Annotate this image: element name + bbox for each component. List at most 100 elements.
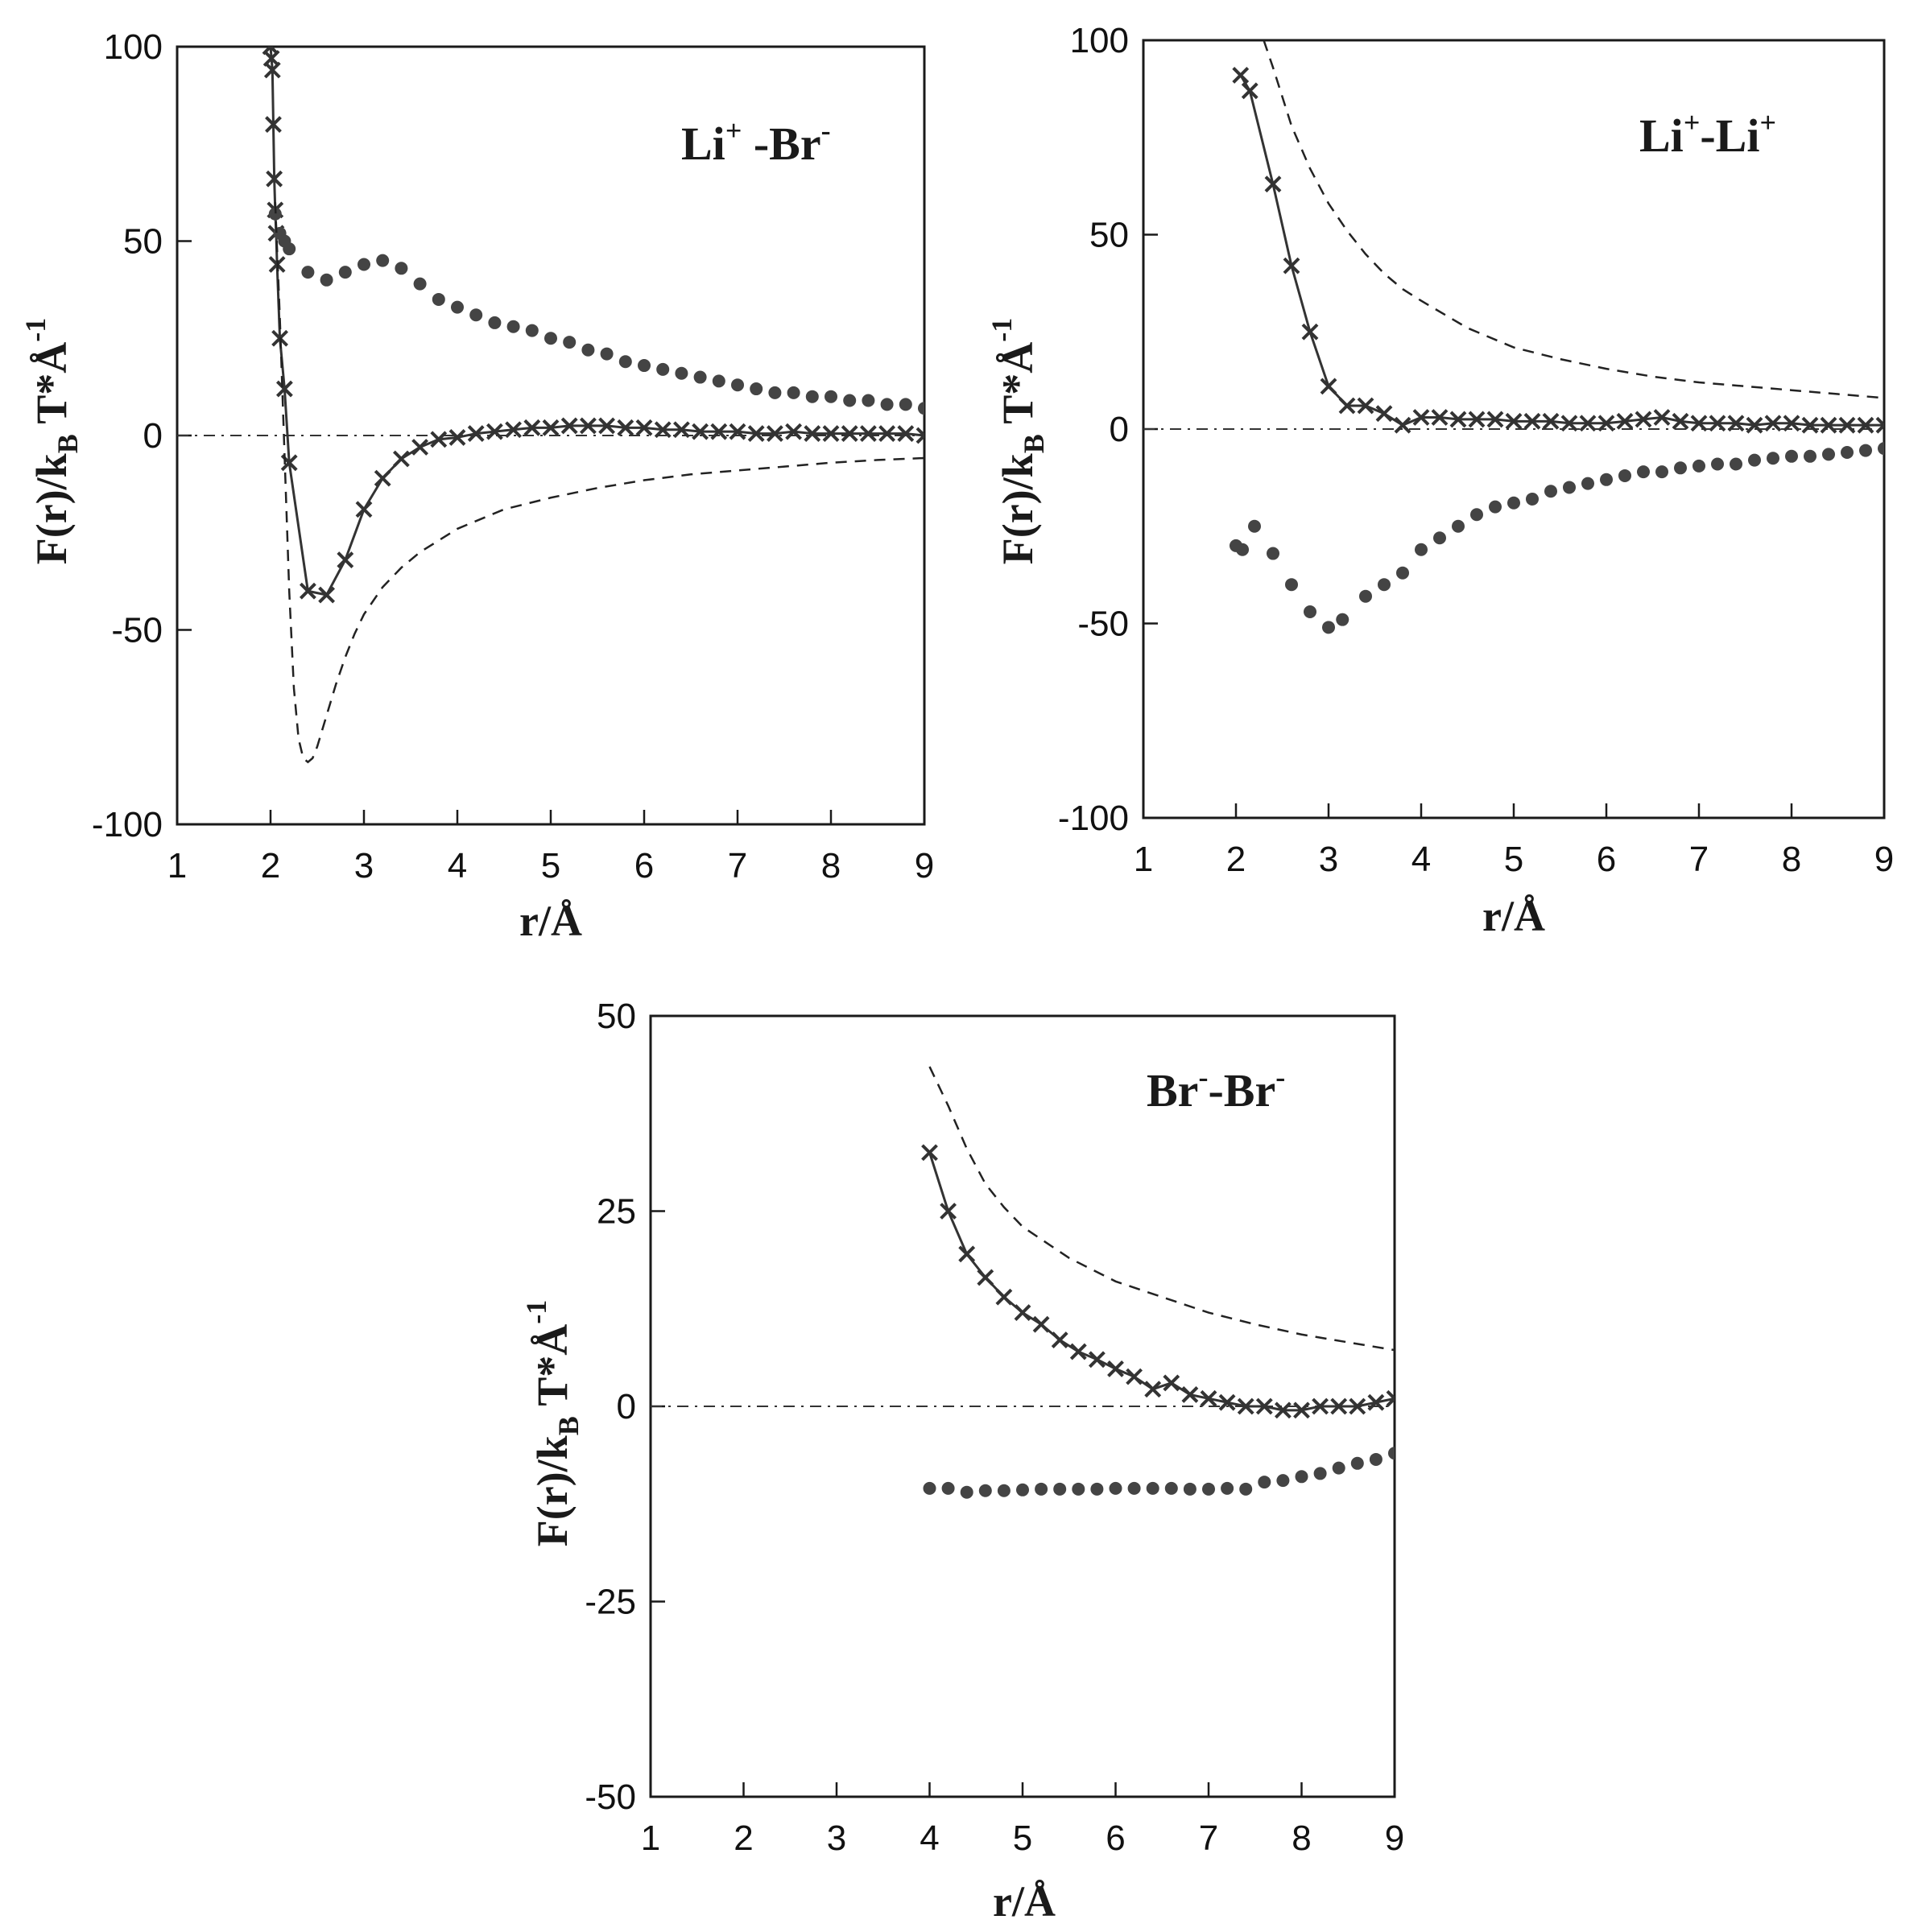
- x-marker: [1264, 175, 1282, 193]
- x-marker: [318, 586, 336, 604]
- dot-marker: [358, 258, 370, 271]
- y-tick-label: -50: [1077, 605, 1129, 644]
- x-marker: [1232, 67, 1250, 84]
- x-marker: [1293, 1402, 1310, 1419]
- dot-marker: [1878, 442, 1884, 456]
- dot-marker: [787, 386, 800, 399]
- x-marker: [804, 425, 821, 442]
- dot-marker: [1146, 1481, 1159, 1495]
- x-tick-label: 7: [1689, 840, 1709, 879]
- x-marker: [1181, 1386, 1199, 1403]
- dot-marker: [1526, 492, 1539, 506]
- x-tick-label: 8: [821, 846, 841, 886]
- x-marker: [374, 469, 391, 487]
- x-marker: [1857, 416, 1874, 434]
- dot-marker: [268, 207, 282, 221]
- x-marker: [710, 423, 728, 440]
- x-marker: [1838, 416, 1856, 434]
- x-marker: [785, 423, 803, 440]
- dot-marker: [1692, 459, 1705, 473]
- x-marker: [1505, 412, 1523, 430]
- x-tick-label: 8: [1292, 1818, 1311, 1858]
- dot-marker: [1711, 457, 1724, 471]
- x-tick-label: 8: [1782, 840, 1801, 879]
- dot-marker: [563, 336, 577, 349]
- x-marker: [1431, 409, 1449, 426]
- dot-marker: [862, 394, 875, 407]
- dot-marker: [1322, 621, 1335, 634]
- x-marker: [1032, 1315, 1050, 1333]
- dot-marker: [283, 242, 296, 256]
- x-marker: [1412, 409, 1430, 426]
- dot-marker: [1655, 465, 1668, 479]
- x-marker: [263, 61, 281, 79]
- x-tick-label: 6: [1106, 1818, 1125, 1858]
- x-marker: [1126, 1368, 1143, 1385]
- x-marker: [897, 425, 915, 442]
- y-axis-title: F(r)/kB T*Å-1: [520, 1300, 585, 1547]
- x-marker: [1875, 416, 1884, 434]
- x-marker: [859, 425, 877, 442]
- dot-marker: [338, 266, 352, 279]
- x-marker: [1069, 1343, 1087, 1360]
- x-marker: [392, 450, 410, 468]
- x-marker: [1088, 1351, 1106, 1368]
- series-x-solid: [1232, 67, 1884, 434]
- series-line: [1263, 40, 1884, 399]
- dot-marker: [1748, 453, 1761, 467]
- dot-marker: [1369, 1452, 1383, 1466]
- dot-marker: [1202, 1482, 1215, 1496]
- x-marker: [921, 1144, 938, 1162]
- x-marker: [1051, 1331, 1068, 1348]
- dot-marker: [1388, 1447, 1395, 1460]
- x-marker: [1468, 411, 1486, 428]
- y-tick-label: 25: [597, 1192, 636, 1232]
- x-marker: [1690, 415, 1708, 432]
- x-marker: [579, 417, 597, 435]
- x-tick-label: 9: [1874, 840, 1894, 879]
- x-marker: [1144, 1381, 1162, 1398]
- x-marker: [1163, 1374, 1180, 1392]
- x-tick-label: 9: [1385, 1818, 1404, 1858]
- x-marker: [841, 425, 858, 442]
- chart-panel-li-br: 100 50 0 -50 -100 1 2 3 4 5 6 7 8 9 Li+ -Br- r/Å F(r…: [19, 27, 934, 945]
- x-marker: [266, 170, 283, 188]
- dot-marker: [1267, 547, 1279, 560]
- chart-panel-li-li: 100 50 0 -50 -100 1 2 3 4 5 6 7 8 9 Li+-Li+ r/Å F(r)…: [986, 21, 1894, 940]
- x-marker: [1486, 411, 1504, 428]
- x-marker: [822, 425, 840, 442]
- dot-marker: [1563, 481, 1576, 494]
- x-marker: [265, 116, 282, 134]
- x-tick-label: 5: [541, 846, 560, 886]
- y-tick-label: -100: [92, 805, 163, 844]
- dot-marker: [1822, 448, 1835, 461]
- x-marker: [1320, 378, 1337, 395]
- data-series: [651, 1066, 1395, 1499]
- x-marker: [542, 419, 560, 436]
- dot-marker: [1109, 1481, 1122, 1495]
- x-marker: [560, 417, 578, 435]
- x-tick-label: 1: [641, 1818, 660, 1858]
- x-marker: [299, 582, 316, 600]
- x-tick-label: 3: [827, 1818, 846, 1858]
- x-marker: [635, 419, 653, 436]
- x-marker: [1672, 412, 1689, 430]
- series-dashed: [274, 202, 924, 764]
- dot-marker: [1433, 531, 1446, 545]
- series-x-solid: [262, 47, 924, 604]
- dot-marker: [1507, 496, 1520, 510]
- dot-marker: [544, 332, 557, 345]
- x-marker: [1783, 415, 1800, 432]
- dot-marker: [581, 343, 595, 357]
- x-marker: [878, 425, 896, 442]
- dot-marker: [880, 398, 894, 411]
- dot-marker: [488, 316, 502, 329]
- dot-marker: [1730, 457, 1742, 471]
- x-marker: [1375, 405, 1393, 423]
- x-marker: [1237, 1397, 1254, 1415]
- dot-marker: [1285, 578, 1298, 592]
- dot-marker: [1489, 500, 1502, 514]
- y-tick-labels: 100 50 0 -50 -100: [1058, 21, 1129, 838]
- dot-marker: [1841, 445, 1854, 459]
